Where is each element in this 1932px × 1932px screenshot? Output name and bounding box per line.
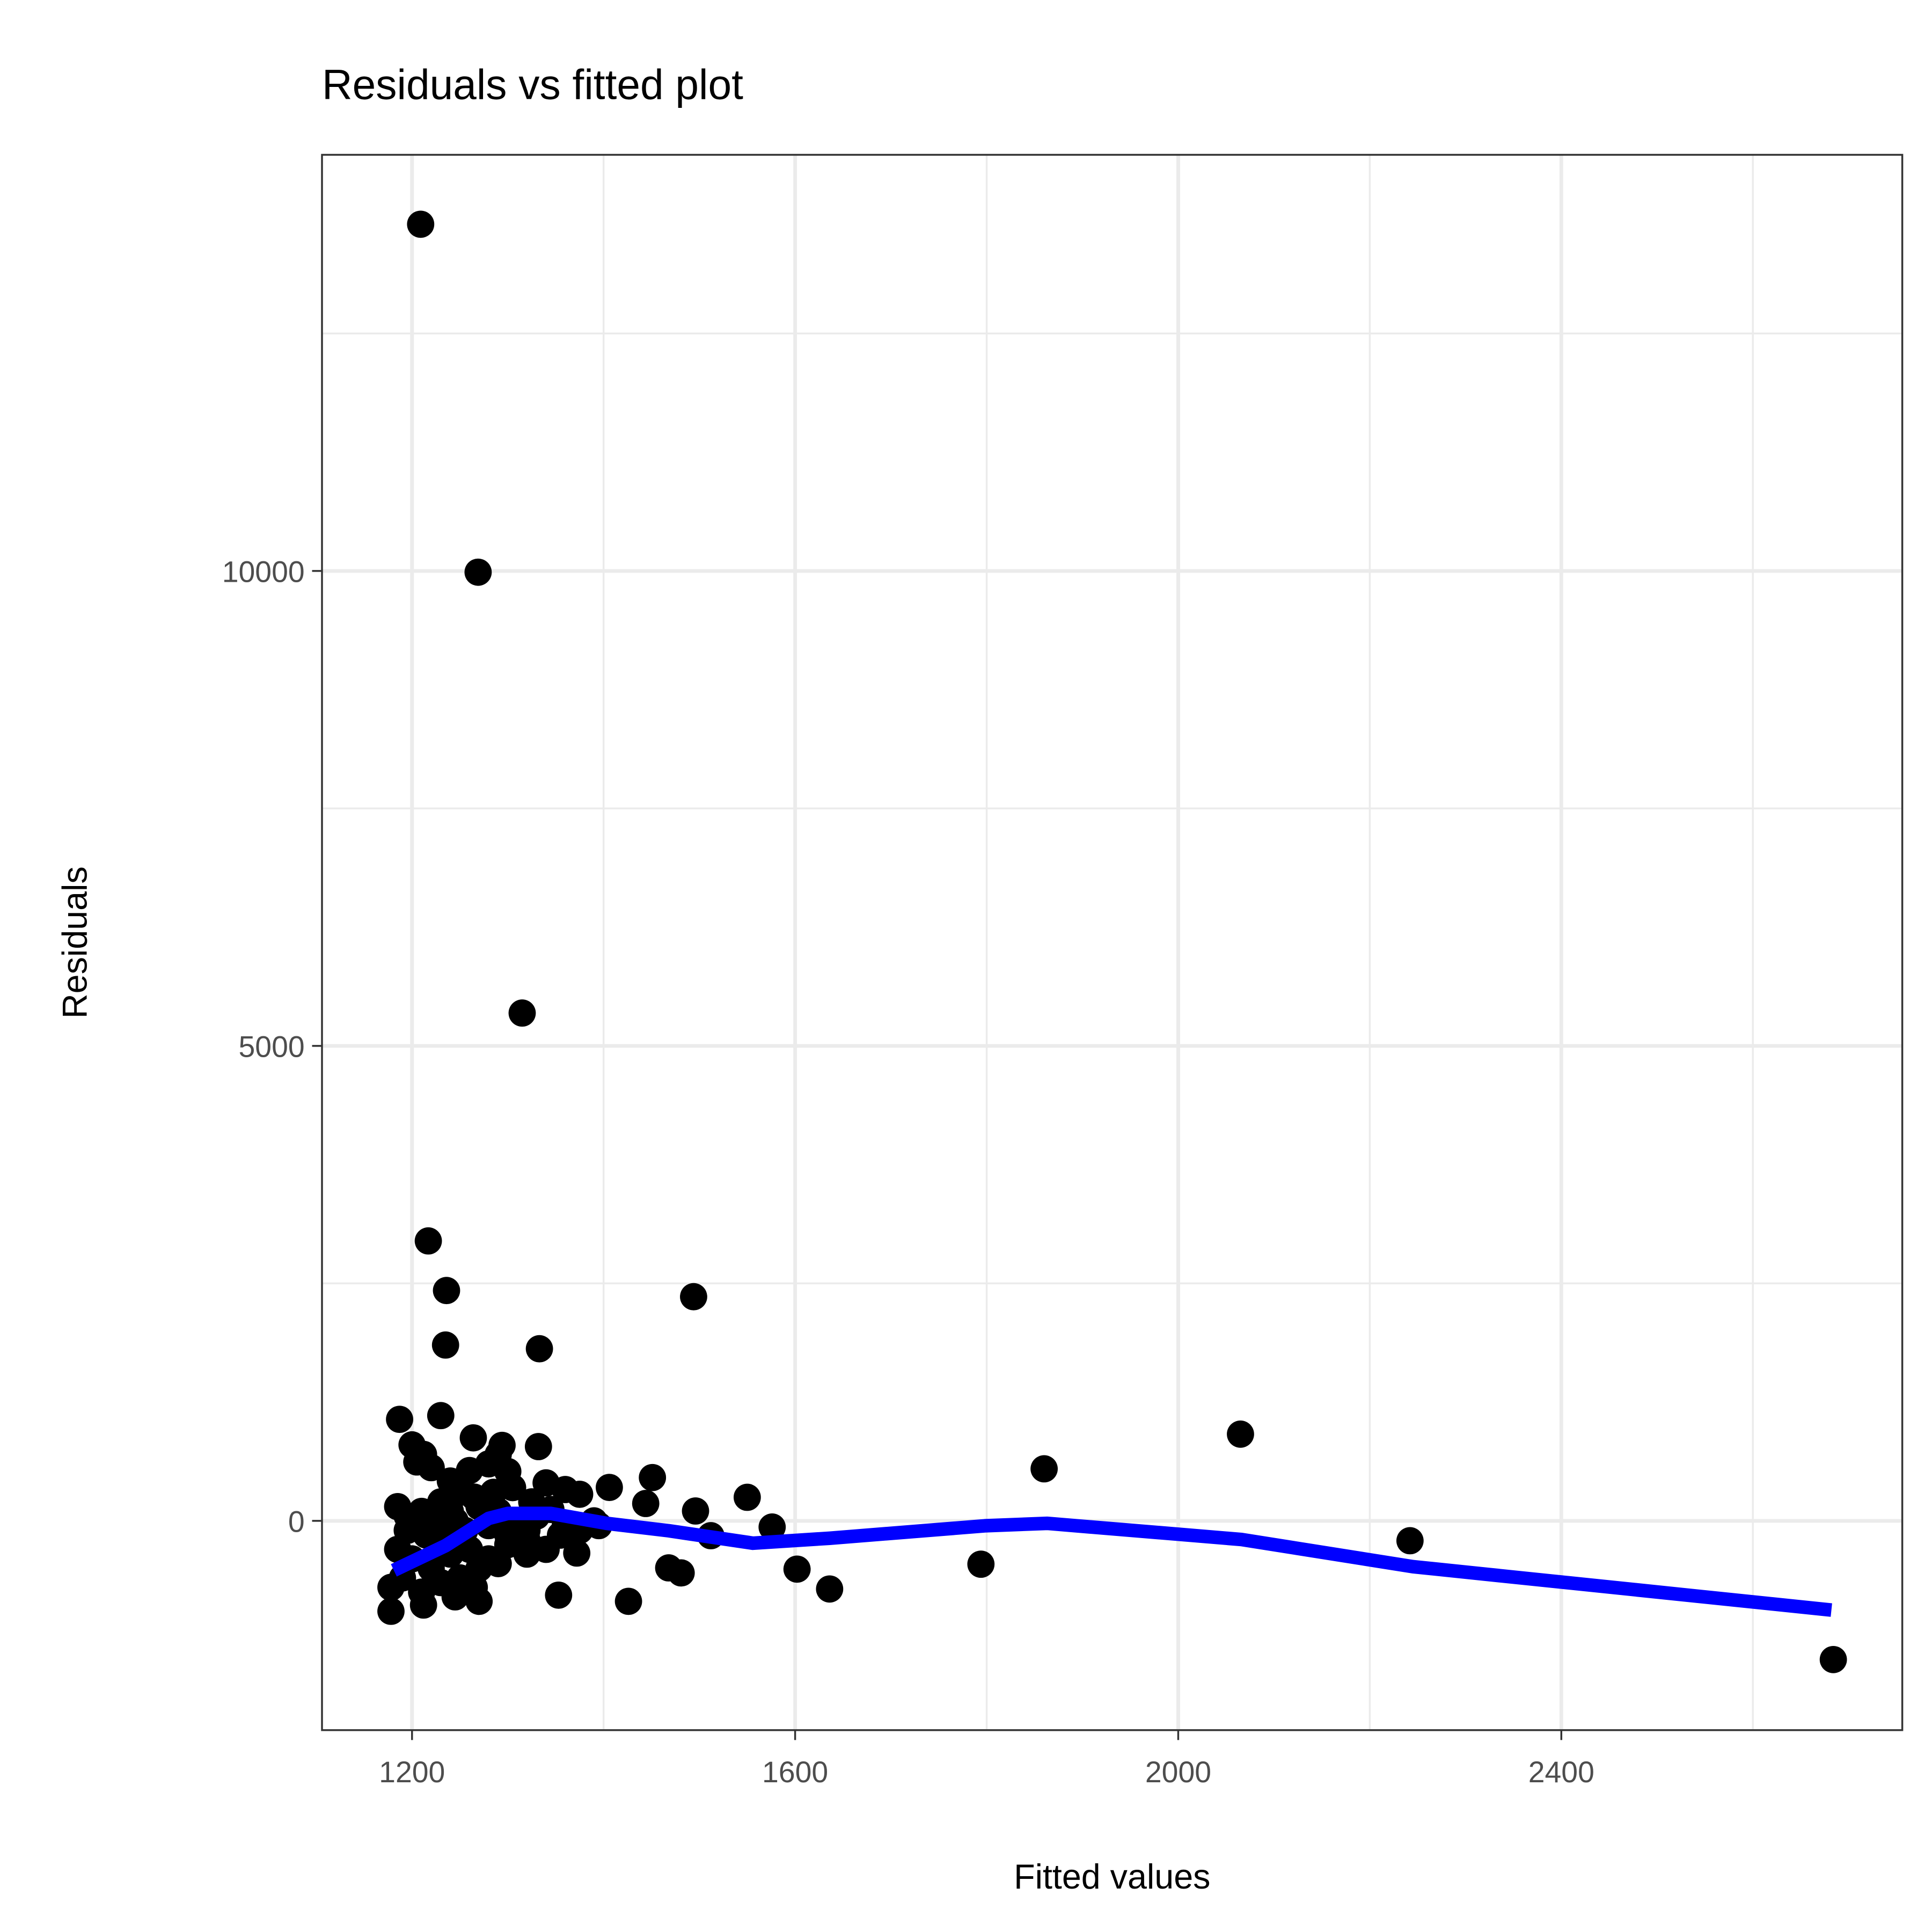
data-point — [816, 1575, 844, 1603]
data-point — [545, 1581, 573, 1609]
y-tick-label: 0 — [288, 1505, 305, 1539]
x-tick-label: 2000 — [1145, 1755, 1211, 1789]
data-point — [414, 1227, 442, 1255]
data-point — [431, 1331, 459, 1359]
data-point — [499, 1474, 526, 1502]
y-axis-label: Residuals — [56, 866, 94, 1019]
data-point — [403, 1448, 431, 1476]
data-point — [632, 1490, 660, 1517]
data-point — [408, 1578, 435, 1606]
data-point — [377, 1574, 405, 1601]
data-point — [733, 1483, 761, 1511]
data-point — [386, 1406, 413, 1433]
data-point — [1030, 1455, 1058, 1483]
data-point — [566, 1480, 594, 1508]
data-point — [433, 1277, 460, 1305]
data-point — [407, 210, 435, 238]
data-point — [682, 1497, 709, 1525]
data-point — [377, 1598, 405, 1625]
data-point — [464, 558, 492, 586]
data-point — [525, 1335, 553, 1363]
chart-title: Residuals vs fitted plot — [322, 61, 743, 108]
data-point — [508, 999, 536, 1027]
smooth-line-group — [391, 1506, 1832, 1617]
data-point — [596, 1474, 623, 1501]
x-tick-label: 1600 — [762, 1755, 828, 1789]
data-point — [384, 1492, 412, 1520]
data-point — [1819, 1645, 1847, 1673]
x-tick-label: 2400 — [1528, 1755, 1594, 1789]
data-point — [484, 1550, 512, 1577]
data-point — [967, 1550, 995, 1578]
data-point — [524, 1433, 552, 1460]
data-point — [758, 1513, 786, 1541]
data-point — [639, 1463, 667, 1491]
smooth-line — [391, 1506, 1832, 1617]
x-axis-label: Fitted values — [1014, 1857, 1210, 1896]
y-tick-label: 5000 — [238, 1030, 304, 1064]
data-point — [484, 1440, 512, 1468]
data-point — [614, 1587, 642, 1615]
data-point — [460, 1574, 488, 1601]
data-point — [459, 1424, 487, 1452]
data-point — [513, 1540, 541, 1568]
data-point — [680, 1283, 707, 1311]
y-axis-ticks: 0 5000 10000 — [222, 555, 322, 1539]
data-point — [783, 1555, 811, 1583]
data-point — [427, 1402, 455, 1430]
data-point — [1396, 1527, 1424, 1555]
y-tick-label: 10000 — [222, 555, 305, 589]
x-tick-label: 1200 — [379, 1755, 445, 1789]
x-axis-ticks: 1200 1600 2000 2400 — [379, 1730, 1594, 1789]
data-point — [563, 1539, 591, 1567]
data-point — [655, 1554, 683, 1582]
panel-border — [321, 153, 1904, 1731]
data-point — [1227, 1420, 1254, 1448]
